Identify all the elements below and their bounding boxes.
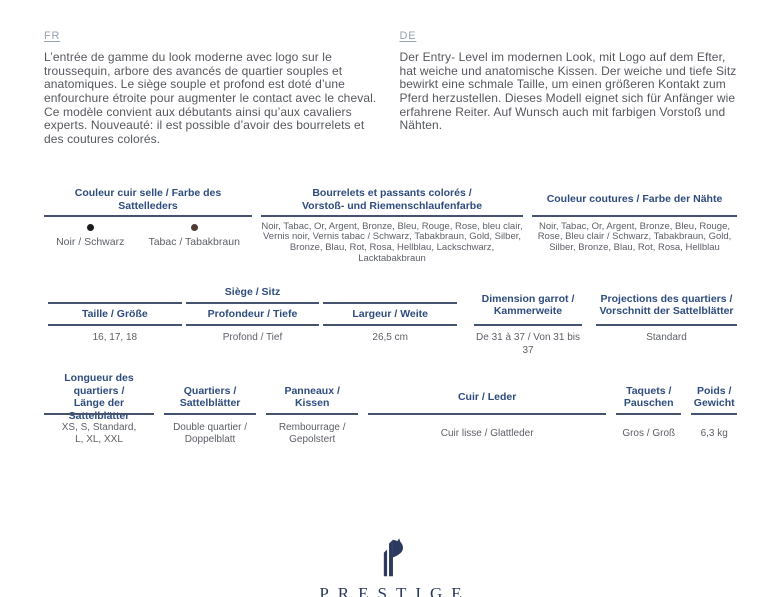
flap-projection-column: Projections des quartiers / Vorschnitt d… xyxy=(596,286,737,357)
header-rule xyxy=(44,214,252,217)
seat-table: Siège / Sitz Taille / Größe Profondeur /… xyxy=(48,286,737,357)
rule-segment xyxy=(185,324,320,327)
swatch-label: Noir / Schwarz xyxy=(56,235,125,248)
fr-language-label: FR xyxy=(44,30,61,42)
intro-section: FR L’entrée de gamme du look moderne ave… xyxy=(44,30,737,147)
flap-length-header: Longueur des quartiers / Länge der Satte… xyxy=(64,372,134,422)
seat-width-value: 26,5 cm xyxy=(372,332,408,344)
gullet-value: De 31 à 37 / Von 31 bis 37 xyxy=(476,332,580,356)
tabac-color-dot-icon xyxy=(190,223,198,231)
blocks-column: Taquets / Pauschen Gros / Groß xyxy=(616,381,682,448)
header-rule xyxy=(266,413,359,416)
rule-segment xyxy=(48,302,182,305)
header-rule xyxy=(44,413,154,416)
header-rule xyxy=(368,413,607,416)
noir-color-dot-icon xyxy=(86,223,94,231)
de-language-label: DE xyxy=(399,30,417,42)
blocks-header: Taquets / Pauschen xyxy=(623,384,674,410)
header-rule xyxy=(616,413,682,416)
piping-color-header: Bourrelets et passants colorés / Vorstoß… xyxy=(301,187,483,212)
colors-table: Couleur cuir selle / Farbe des Sattelled… xyxy=(44,185,737,265)
gullet-column: Dimension garrot / Kammerweite De 31 à 3… xyxy=(474,286,582,357)
seat-width-header: Largeur / Weite xyxy=(352,307,429,320)
seat-group-rule xyxy=(48,302,458,305)
leather-type-value: Cuir lisse / Glattleder xyxy=(440,427,534,439)
blocks-value: Gros / Groß xyxy=(622,427,676,439)
seat-depth-value: Profond / Tief xyxy=(222,332,283,344)
flaps-column: Quartiers / Sattelblätter Double quartie… xyxy=(163,381,257,448)
fr-description-text: L’entrée de gamme du look moderne avec l… xyxy=(44,50,377,147)
header-rule xyxy=(163,413,257,416)
swatch-label: Tabac / Tabakbraun xyxy=(148,235,240,248)
flaps-value: Double quartier / Doppelblatt xyxy=(173,421,247,446)
swatch-tabac: Tabac / Tabakbraun xyxy=(148,223,240,248)
seat-size-value: 16, 17, 18 xyxy=(92,332,138,344)
seat-subheader-rule xyxy=(48,324,458,327)
flaps-header: Quartiers / Sattelblätter xyxy=(179,384,241,410)
header-rule xyxy=(691,413,737,416)
flap-projection-value: Standard xyxy=(646,332,687,344)
panels-header: Panneaux / Kissen xyxy=(284,384,340,410)
flap-length-column: Longueur des quartiers / Länge der Satte… xyxy=(44,372,154,448)
swatch-noir: Noir / Schwarz xyxy=(56,223,125,248)
leather-color-column: Couleur cuir selle / Farbe des Sattelled… xyxy=(44,185,252,265)
flap-projection-header: Projections des quartiers / Vorschnitt d… xyxy=(599,292,734,318)
brand-wordmark: PRESTIGE xyxy=(319,584,471,597)
weight-column: Poids / Gewicht 6,3 kg xyxy=(691,381,737,448)
piping-color-options: Noir, Tabac, Or, Argent, Bronze, Bleu, R… xyxy=(261,220,523,264)
seat-group-header: Siège / Sitz xyxy=(224,286,281,299)
brand-footer: PRESTIGE xyxy=(44,538,737,597)
leather-type-header: Cuir / Leder xyxy=(457,390,517,403)
seat-values-row: 16, 17, 18 Profond / Tief 26,5 cm xyxy=(48,326,457,345)
gullet-header: Dimension garrot / Kammerweite xyxy=(481,292,575,318)
flap-length-value: XS, S, Standard, L, XL, XXL xyxy=(61,421,137,446)
rule-segment xyxy=(323,324,458,327)
seat-group: Siège / Sitz Taille / Größe Profondeur /… xyxy=(48,286,458,357)
panels-value: Rembourrage / Gepolstert xyxy=(278,421,346,446)
prestige-horse-p-logo-icon xyxy=(383,538,403,577)
panels-column: Panneaux / Kissen Rembourrage / Gepolste… xyxy=(266,381,359,448)
intro-fr: FR L’entrée de gamme du look moderne ave… xyxy=(44,30,382,147)
specs-table: Longueur des quartiers / Länge der Satte… xyxy=(44,372,737,448)
leather-color-header: Couleur cuir selle / Farbe des Sattelled… xyxy=(74,187,222,212)
piping-color-column: Bourrelets et passants colorés / Vorstoß… xyxy=(261,185,523,265)
weight-header: Poids / Gewicht xyxy=(693,384,735,410)
stitching-color-options: Noir, Tabac, Or, Argent, Bronze, Bleu, R… xyxy=(537,220,732,253)
seat-size-header: Taille / Größe xyxy=(81,307,148,320)
rule-segment xyxy=(323,302,458,305)
seat-depth-header: Profondeur / Tiefe xyxy=(207,307,298,320)
header-rule xyxy=(596,324,737,327)
stitching-color-column: Couleur coutures / Farbe der Nähte Noir,… xyxy=(532,185,737,265)
intro-de: DE Der Entry- Level im modernen Look, mi… xyxy=(400,30,738,147)
header-rule xyxy=(532,214,737,217)
header-rule xyxy=(474,324,582,327)
stitching-color-header: Couleur coutures / Farbe der Nähte xyxy=(546,193,723,206)
leather-type-column: Cuir / Leder Cuir lisse / Glattleder xyxy=(368,381,607,448)
rule-segment xyxy=(185,302,320,305)
header-rule xyxy=(261,214,523,217)
leather-swatch-row: Noir / Schwarz Tabac / Tabakbraun xyxy=(44,217,252,248)
seat-subheader-row: Taille / Größe Profondeur / Tiefe Largeu… xyxy=(48,304,457,324)
de-description-text: Der Entry- Level im modernen Look, mit L… xyxy=(399,50,737,133)
weight-value: 6,3 kg xyxy=(700,427,728,439)
rule-segment xyxy=(48,324,182,327)
